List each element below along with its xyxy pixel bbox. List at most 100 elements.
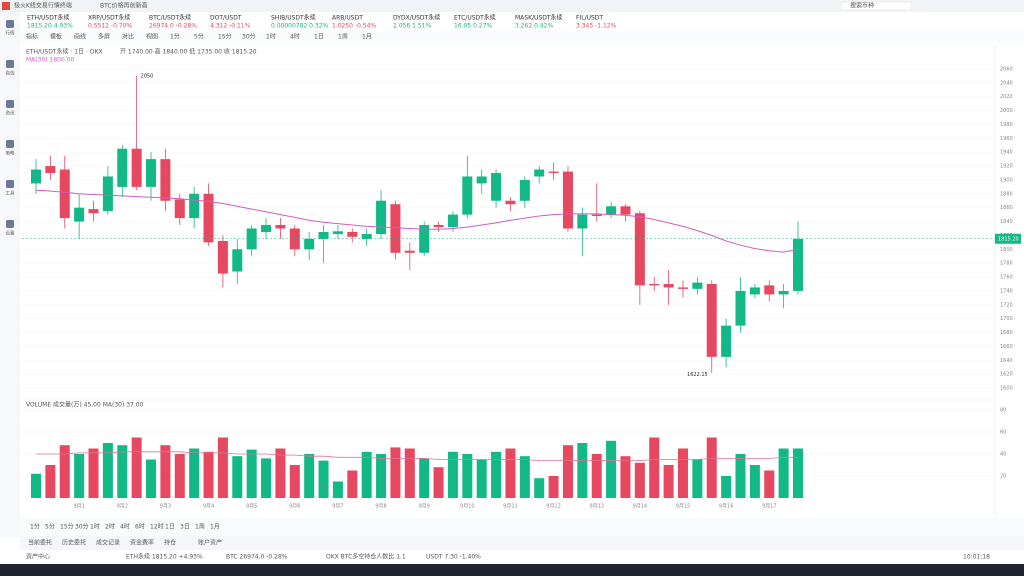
- candle-body: [45, 166, 56, 173]
- ticker-name[interactable]: XRP/USDT永续: [88, 14, 130, 22]
- y-tick-label: 1740: [1000, 288, 1013, 294]
- sidebar-icon[interactable]: [6, 180, 14, 188]
- search-placeholder[interactable]: 搜索币种: [850, 2, 874, 10]
- sidebar-icon[interactable]: [6, 60, 14, 68]
- timeframe[interactable]: 15分: [60, 523, 74, 531]
- y-tick-label: 1660: [1000, 344, 1013, 350]
- timeframe[interactable]: 3日: [180, 524, 190, 531]
- ticker-name[interactable]: ETC/USDT永续: [454, 14, 496, 22]
- sidebar-label[interactable]: 设置: [6, 230, 15, 237]
- ticker-name[interactable]: ETH/USDT永续: [27, 14, 69, 22]
- volume-bar: [577, 443, 588, 498]
- toolbar-item[interactable]: 15分: [218, 33, 232, 41]
- tab-title[interactable]: BTC价格再创新高: [100, 2, 148, 10]
- sidebar-label[interactable]: 工具: [6, 191, 15, 197]
- sidebar-label[interactable]: 资讯: [6, 110, 15, 117]
- timeframe[interactable]: 5分: [45, 523, 55, 531]
- sidebar-icon[interactable]: [6, 140, 14, 148]
- bottom-tab[interactable]: 持仓: [164, 539, 176, 547]
- bottom-tab[interactable]: 历史委托: [62, 539, 86, 547]
- toolbar: [0, 31, 1024, 43]
- bottom-tab[interactable]: 当前委托: [28, 539, 52, 547]
- toolbar-item[interactable]: 1分: [170, 33, 180, 41]
- search-box[interactable]: [839, 1, 913, 11]
- toolbar-item[interactable]: 4时: [290, 33, 300, 41]
- sidebar-icon[interactable]: [6, 220, 14, 228]
- bottom-tab[interactable]: 成交记录: [96, 539, 120, 547]
- x-tick-label: 9月3: [160, 504, 171, 510]
- sidebar-icon[interactable]: [6, 20, 14, 28]
- taskbar: [0, 564, 1024, 576]
- ticker-quote[interactable]: 3.345 -1.12%: [576, 23, 617, 30]
- sidebar-label[interactable]: 自选: [6, 70, 15, 77]
- volume-bar: [447, 451, 458, 498]
- volume-bar: [534, 478, 545, 498]
- timeframe[interactable]: 1日: [165, 524, 175, 531]
- ticker-quote[interactable]: 1815.20 4.93%: [27, 23, 73, 30]
- x-tick-label: 9月11: [503, 504, 518, 510]
- toolbar-item[interactable]: 指标: [26, 33, 38, 41]
- sidebar-label[interactable]: 策略: [6, 150, 15, 157]
- toolbar-item[interactable]: 5分: [194, 33, 204, 41]
- candle-body: [634, 213, 645, 286]
- x-tick-label: 9月17: [762, 504, 777, 510]
- timeframe[interactable]: 2时: [105, 523, 115, 531]
- toolbar-item[interactable]: 多屏: [98, 33, 110, 41]
- toolbar-item[interactable]: 1月: [362, 34, 372, 41]
- app-icon: [2, 2, 10, 10]
- status-item: OKX BTC多空持仓人数比 1.1: [326, 553, 406, 561]
- volume-bar: [404, 448, 415, 498]
- ma-line: [35, 189, 799, 253]
- toolbar-item[interactable]: 模板: [50, 33, 62, 41]
- volume-tick-label: 20: [1000, 474, 1006, 480]
- timeframe[interactable]: 1时: [90, 523, 100, 531]
- ticker-quote[interactable]: 3.262 0.42%: [515, 23, 553, 30]
- toolbar-item[interactable]: 1日: [314, 34, 324, 41]
- ticker-quote[interactable]: 4.312 -0.11%: [210, 23, 251, 30]
- high-label: 2050: [141, 73, 154, 79]
- toolbar-item[interactable]: 30分: [242, 33, 256, 41]
- candle-body: [663, 284, 674, 288]
- candle-body: [591, 214, 602, 217]
- sidebar-label[interactable]: 行情: [6, 30, 15, 37]
- ticker-quote[interactable]: 1.0250 -0.54%: [332, 23, 376, 30]
- y-tick-label: 1720: [1000, 302, 1013, 308]
- ticker-name[interactable]: MASK/USDT永续: [515, 14, 563, 22]
- status-item: USDT 7.30 -1.40%: [426, 554, 481, 561]
- timeframe[interactable]: 6时: [135, 523, 145, 531]
- bottom-tab[interactable]: 账户资产: [198, 539, 222, 547]
- toolbar-item[interactable]: 1周: [338, 34, 348, 41]
- ticker-quote[interactable]: 0.00000782 0.32%: [271, 23, 329, 30]
- ticker-quote[interactable]: 0.5512 -0.70%: [88, 23, 132, 30]
- indicator-label: MA(30) 1800.00: [26, 57, 74, 64]
- volume-bar: [361, 451, 372, 498]
- ticker-name[interactable]: DYDX/USDT永续: [393, 14, 440, 22]
- timeframe[interactable]: 12时: [150, 523, 164, 531]
- bottom-tab[interactable]: 资金费率: [130, 539, 154, 547]
- timeframe[interactable]: 1分: [30, 523, 40, 531]
- toolbar-item[interactable]: 对比: [122, 33, 134, 41]
- candle-body: [706, 284, 717, 357]
- ticker-quote[interactable]: 2.056 1.51%: [393, 23, 431, 30]
- toolbar-item[interactable]: 1时: [266, 33, 276, 41]
- ticker-name[interactable]: FIL/USDT: [576, 15, 603, 22]
- volume-bar: [88, 448, 99, 498]
- timeframe[interactable]: 1周: [195, 524, 205, 531]
- ticker-name[interactable]: DOT/USDT: [210, 15, 242, 22]
- toolbar-item[interactable]: 画线: [74, 33, 86, 41]
- volume-bar: [548, 476, 559, 498]
- timeframe[interactable]: 1月: [210, 524, 220, 531]
- timeframe[interactable]: 4时: [120, 523, 130, 531]
- volume-bar: [476, 459, 487, 498]
- sidebar-icon[interactable]: [6, 100, 14, 108]
- candle-body: [102, 176, 113, 212]
- toolbar-item[interactable]: 视图: [146, 33, 158, 41]
- y-tick-label: 1900: [1000, 177, 1013, 183]
- ticker-name[interactable]: ARB/USDT: [332, 15, 363, 22]
- ticker-quote[interactable]: 26974.0 -0.28%: [149, 23, 197, 30]
- ticker-quote[interactable]: 16.05 0.27%: [454, 23, 492, 30]
- y-tick-label: 1940: [1000, 150, 1013, 156]
- ticker-name[interactable]: SHIB/USDT永续: [271, 14, 316, 22]
- ticker-name[interactable]: BTC/USDT永续: [149, 14, 191, 22]
- timeframe[interactable]: 30分: [75, 523, 89, 531]
